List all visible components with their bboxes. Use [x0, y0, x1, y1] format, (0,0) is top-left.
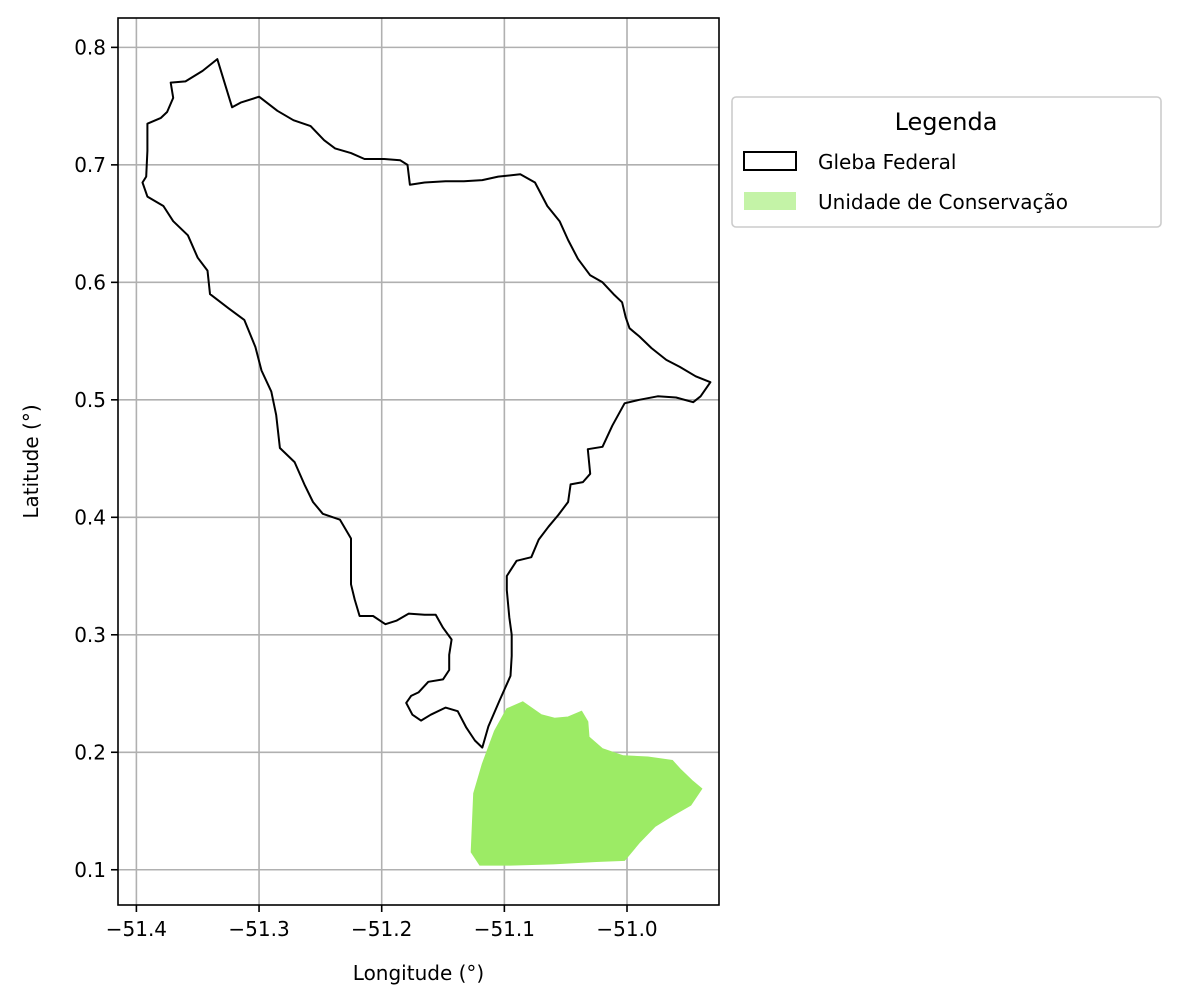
polygon-unidade-de-conservacao [470, 701, 703, 866]
x-tick-label: −51.1 [474, 917, 535, 941]
y-axis-ticks: 0.1 0.2 0.3 0.4 0.5 0.6 0.7 0.8 [74, 35, 118, 882]
x-axis-ticks: −51.4 −51.3 −51.2 −51.1 −51.0 [106, 905, 658, 941]
legend-label-unidade-de-conservacao: Unidade de Conservação [818, 190, 1068, 214]
y-tick-label: 0.8 [74, 35, 106, 59]
y-tick-label: 0.1 [74, 858, 106, 882]
y-tick-label: 0.7 [74, 153, 106, 177]
series-layer [141, 58, 712, 866]
x-axis-title: Longitude (°) [353, 961, 484, 985]
polygon-gleba-federal [141, 58, 712, 749]
y-tick-label: 0.4 [74, 505, 106, 529]
legend: Legenda Gleba Federal Unidade de Conserv… [731, 96, 1162, 228]
plot-frame [117, 17, 720, 906]
legend-swatch-gleba-federal [743, 151, 797, 171]
x-tick-label: −51.3 [228, 917, 289, 941]
y-axis-title: Latitude (°) [19, 404, 43, 518]
legend-label-gleba-federal: Gleba Federal [818, 150, 956, 174]
x-tick-label: −51.4 [106, 917, 167, 941]
x-tick-label: −51.0 [596, 917, 657, 941]
legend-title: Legenda [895, 108, 998, 136]
x-tick-label: −51.2 [351, 917, 412, 941]
y-tick-label: 0.2 [74, 740, 106, 764]
legend-box [731, 96, 1162, 228]
legend-swatch-unidade-de-conservacao [744, 192, 796, 210]
y-tick-label: 0.6 [74, 270, 106, 294]
y-tick-label: 0.3 [74, 623, 106, 647]
y-tick-label: 0.5 [74, 388, 106, 412]
gridlines [118, 18, 719, 905]
